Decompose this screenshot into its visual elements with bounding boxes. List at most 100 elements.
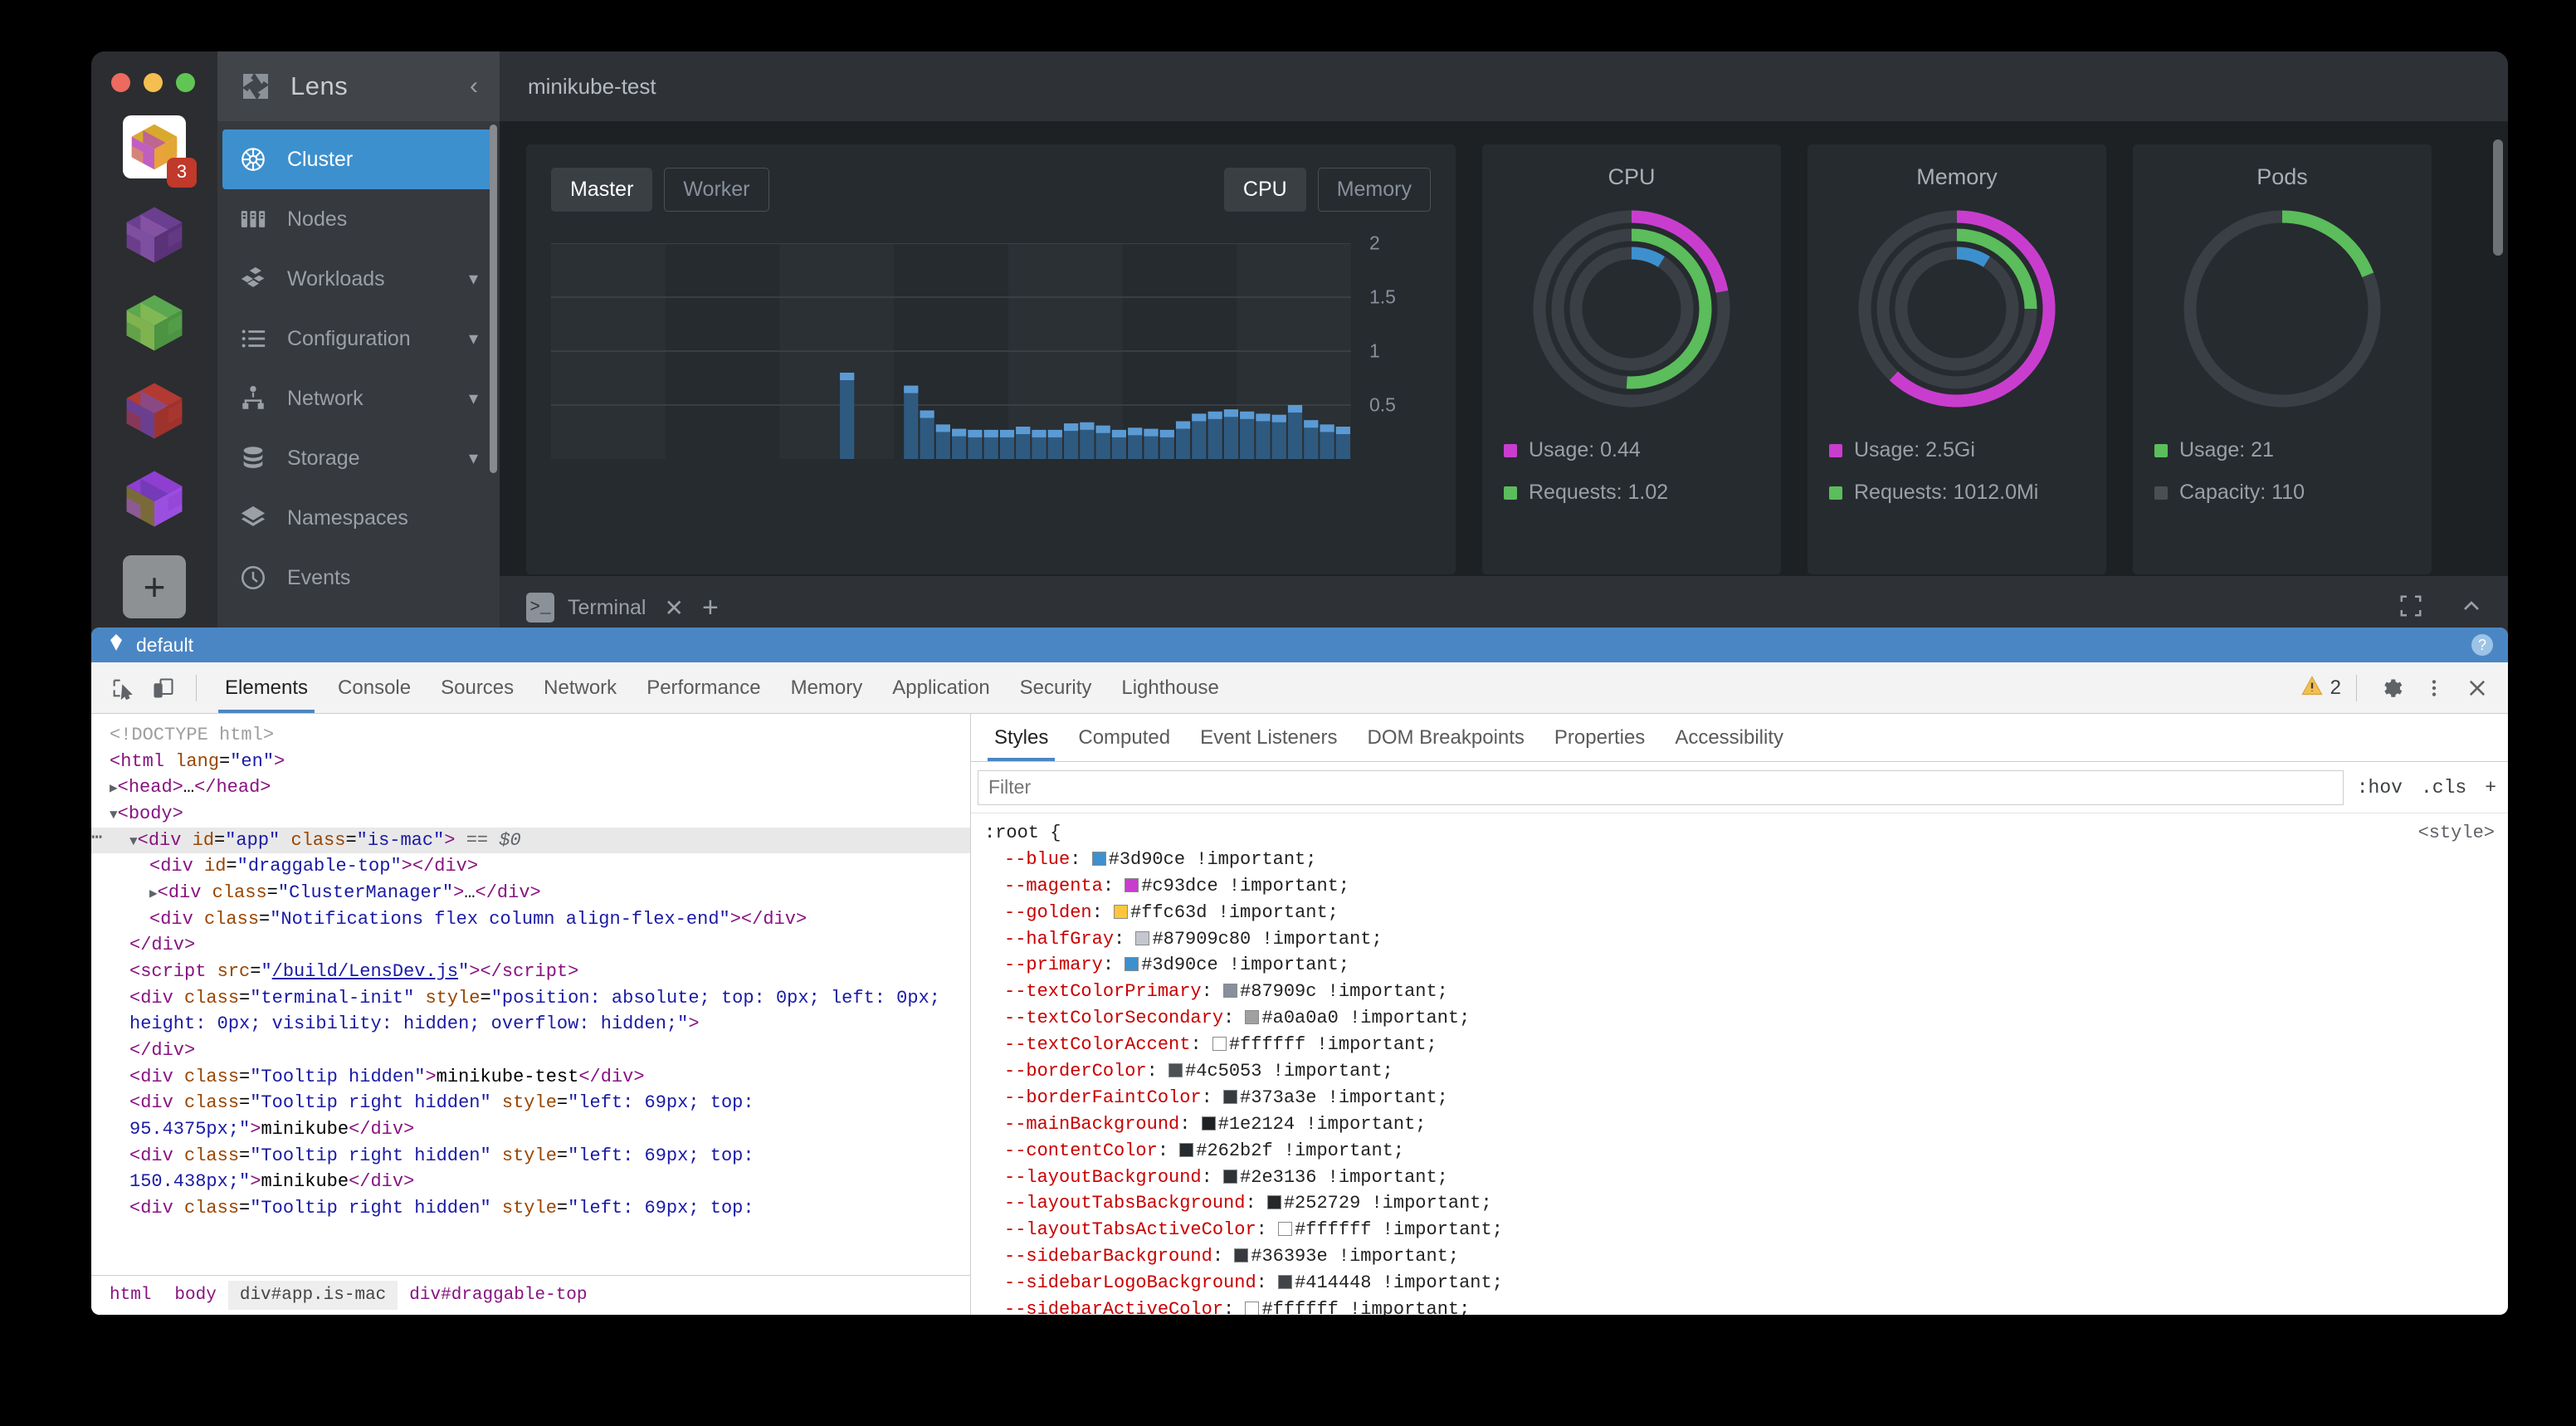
- color-swatch[interactable]: [1212, 1037, 1227, 1052]
- maximize-window-button[interactable]: [176, 73, 195, 92]
- css-declaration[interactable]: --borderFaintColor: #373a3e !important;: [1004, 1087, 1448, 1108]
- dom-node-line[interactable]: ⋯ ▼<div id="app" class="is-mac"> == $0: [91, 827, 970, 854]
- css-value[interactable]: #36393e !important;: [1251, 1246, 1460, 1267]
- dom-node-line[interactable]: </div>: [129, 1040, 196, 1062]
- color-swatch[interactable]: [1245, 1010, 1260, 1025]
- terminal-tab[interactable]: >_ Terminal: [526, 593, 646, 623]
- styles-filter-input[interactable]: [978, 769, 2344, 805]
- dom-node-line[interactable]: </div>: [129, 935, 196, 956]
- cls-toggle[interactable]: .cls: [2420, 776, 2467, 798]
- css-declaration[interactable]: --sidebarBackground: #36393e !important;: [1004, 1246, 1460, 1267]
- css-value[interactable]: #ffc63d !important;: [1130, 901, 1339, 923]
- color-swatch[interactable]: [1278, 1222, 1293, 1237]
- css-declaration[interactable]: --blue: #3d90ce !important;: [1004, 848, 1317, 870]
- breadcrumb-item[interactable]: body: [174, 1286, 217, 1305]
- color-swatch[interactable]: [1223, 1089, 1238, 1104]
- css-value[interactable]: #3d90ce !important;: [1141, 955, 1350, 976]
- chevron-down-icon[interactable]: ▾: [468, 388, 478, 408]
- css-value[interactable]: #ffffff !important;: [1261, 1299, 1471, 1315]
- sidebar-item-network[interactable]: Network ▾: [217, 369, 500, 428]
- color-swatch[interactable]: [1234, 1248, 1249, 1263]
- sidebar-scrollbar[interactable]: [490, 125, 497, 473]
- tab-security[interactable]: Security: [1019, 676, 1092, 699]
- color-swatch[interactable]: [1201, 1116, 1216, 1131]
- dom-node-line[interactable]: ▼<body>: [110, 803, 183, 825]
- sidebar-item-configuration[interactable]: Configuration ▾: [217, 309, 500, 369]
- css-declaration[interactable]: --layoutTabsActiveColor: #ffffff !import…: [1004, 1219, 1503, 1241]
- hov-toggle[interactable]: :hov: [2356, 776, 2403, 798]
- tab-elements[interactable]: Elements: [210, 663, 323, 713]
- css-property[interactable]: --contentColor: [1004, 1140, 1158, 1161]
- tab-sources[interactable]: Sources: [441, 676, 515, 699]
- node-role-master-button[interactable]: Master: [551, 168, 653, 212]
- color-swatch[interactable]: [1168, 1063, 1183, 1078]
- plus-icon[interactable]: +: [701, 591, 719, 623]
- dom-node-line[interactable]: <div class="Tooltip right hidden" style=…: [129, 1198, 754, 1219]
- device-toolbar-icon[interactable]: [144, 669, 183, 707]
- css-property[interactable]: --blue: [1004, 848, 1071, 870]
- tab-performance[interactable]: Performance: [646, 676, 761, 699]
- sidebar-item-events[interactable]: Events: [217, 548, 500, 608]
- color-swatch[interactable]: [1266, 1195, 1281, 1210]
- css-property[interactable]: --textColorPrimary: [1004, 981, 1202, 1003]
- css-value[interactable]: #373a3e !important;: [1240, 1087, 1448, 1108]
- color-swatch[interactable]: [1135, 930, 1150, 945]
- cluster-icon[interactable]: [123, 291, 186, 354]
- css-declaration[interactable]: --primary: #3d90ce !important;: [1004, 955, 1350, 976]
- css-property[interactable]: --borderColor: [1004, 1061, 1147, 1082]
- inspect-element-icon[interactable]: [103, 669, 141, 707]
- css-declaration[interactable]: --golden: #ffc63d !important;: [1004, 901, 1339, 923]
- styles-tab-styles[interactable]: Styles: [979, 715, 1063, 761]
- resource-cpu-button[interactable]: CPU: [1223, 168, 1306, 212]
- dom-node-line[interactable]: <div id="draggable-top"></div>: [149, 856, 479, 877]
- css-value[interactable]: #87909c80 !important;: [1152, 928, 1383, 950]
- dom-node-line[interactable]: ▶<head>…</head>: [110, 777, 271, 798]
- dom-node-line[interactable]: <div class="Tooltip right hidden" style=…: [129, 1145, 765, 1193]
- dom-node-line[interactable]: <html lang="en">: [110, 750, 285, 772]
- dom-node-line[interactable]: ▶<div class="ClusterManager">…</div>: [149, 882, 541, 904]
- css-property[interactable]: --sidebarBackground: [1004, 1246, 1212, 1267]
- css-declaration[interactable]: --halfGray: #87909c80 !important;: [1004, 928, 1383, 950]
- tab-console[interactable]: Console: [338, 676, 412, 699]
- cluster-icon[interactable]: [123, 379, 186, 442]
- styles-tab-event-listeners[interactable]: Event Listeners: [1200, 725, 1338, 749]
- css-property[interactable]: --primary: [1004, 955, 1103, 976]
- css-declaration[interactable]: --layoutTabsBackground: #252729 !importa…: [1004, 1193, 1492, 1214]
- css-declaration[interactable]: --contentColor: #262b2f !important;: [1004, 1140, 1405, 1161]
- css-declaration[interactable]: --sidebarActiveColor: #ffffff !important…: [971, 1297, 2508, 1315]
- cluster-icon[interactable]: 3: [123, 115, 197, 188]
- node-menu-icon[interactable]: ⋯: [91, 827, 104, 848]
- content-scrollbar[interactable]: [2493, 139, 2503, 256]
- dom-node-line[interactable]: <div class="Tooltip right hidden" style=…: [129, 1092, 765, 1140]
- css-value[interactable]: #4c5053 !important;: [1185, 1061, 1393, 1082]
- css-property[interactable]: --borderFaintColor: [1004, 1087, 1202, 1108]
- breadcrumb-item[interactable]: html: [110, 1286, 152, 1305]
- css-value[interactable]: #1e2124 !important;: [1217, 1113, 1427, 1135]
- color-swatch[interactable]: [1091, 851, 1106, 866]
- breadcrumb-item[interactable]: div#draggable-top: [409, 1286, 588, 1305]
- warning-triangle-icon[interactable]: [2300, 674, 2324, 701]
- tab-application[interactable]: Application: [892, 676, 990, 699]
- css-property[interactable]: --sidebarActiveColor: [1004, 1299, 1224, 1315]
- css-declaration[interactable]: --sidebarLogoBackground: #414448 !import…: [1004, 1272, 1503, 1294]
- tab-lighthouse[interactable]: Lighthouse: [1121, 676, 1219, 699]
- styles-tab-properties[interactable]: Properties: [1554, 725, 1646, 749]
- color-swatch[interactable]: [1278, 1275, 1293, 1290]
- css-property[interactable]: --sidebarLogoBackground: [1004, 1272, 1256, 1294]
- color-swatch[interactable]: [1114, 904, 1129, 919]
- sidebar-item-nodes[interactable]: Nodes: [217, 189, 500, 249]
- css-value[interactable]: #a0a0a0 !important;: [1261, 1008, 1471, 1029]
- dom-node-line[interactable]: <!DOCTYPE html>: [110, 725, 275, 745]
- help-icon[interactable]: ?: [2471, 634, 2493, 656]
- css-property[interactable]: --layoutBackground: [1004, 1166, 1202, 1188]
- color-swatch[interactable]: [1125, 877, 1139, 892]
- styles-tab-accessibility[interactable]: Accessibility: [1675, 725, 1784, 749]
- gear-icon[interactable]: [2372, 669, 2410, 707]
- dom-node-line[interactable]: <div class="terminal-init" style="positi…: [129, 987, 952, 1035]
- minimize-window-button[interactable]: [144, 73, 163, 92]
- styles-tab-computed[interactable]: Computed: [1078, 725, 1171, 749]
- css-value[interactable]: #ffffff !important;: [1295, 1219, 1503, 1241]
- css-declaration[interactable]: --textColorPrimary: #87909c !important;: [1004, 981, 1448, 1003]
- sidebar-item-cluster[interactable]: Cluster: [222, 129, 495, 189]
- new-style-rule-button[interactable]: +: [2485, 776, 2496, 798]
